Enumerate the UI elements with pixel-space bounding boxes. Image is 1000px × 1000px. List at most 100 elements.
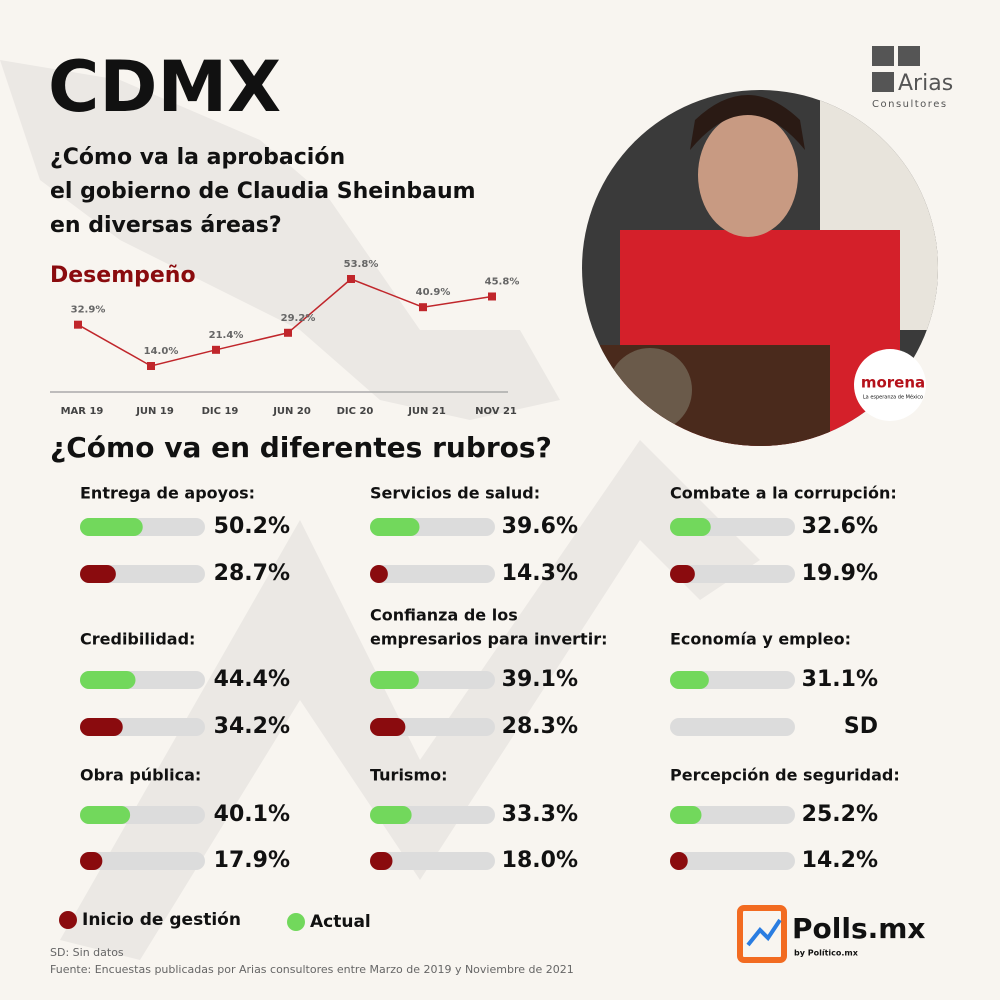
- rubro-title: Credibilidad:: [80, 630, 195, 649]
- party-logo: [854, 349, 926, 421]
- bar: [80, 806, 131, 824]
- logo-icon: [872, 46, 894, 66]
- legend-swatch: [59, 911, 77, 929]
- value-label: 28.3%: [502, 714, 578, 739]
- bar: [670, 852, 688, 870]
- bar: [370, 852, 393, 870]
- party-sub: La esperanza de México: [863, 394, 923, 401]
- bar: [670, 565, 695, 583]
- footer-note: SD: Sin datos: [50, 946, 124, 959]
- bar: [670, 806, 702, 824]
- marker: [419, 303, 427, 312]
- x-tick-label: DIC 20: [337, 406, 374, 417]
- rubro-title: Turismo:: [370, 766, 448, 785]
- value-label: 39.1%: [502, 667, 578, 692]
- logo-icon: [898, 46, 920, 66]
- x-tick-label: JUN 21: [407, 406, 446, 417]
- logo-name: Arias: [898, 71, 953, 96]
- bar: [370, 518, 420, 536]
- marker: [284, 328, 292, 337]
- data-label: 29.2%: [281, 313, 316, 324]
- rubro-title: Entrega de apoyos:: [80, 484, 255, 503]
- marker: [212, 345, 220, 354]
- question-line: en diversas áreas?: [50, 213, 282, 238]
- value-label: 50.2%: [214, 514, 290, 539]
- bar: [370, 671, 419, 689]
- bar-track: [370, 852, 495, 870]
- value-label: 18.0%: [502, 848, 578, 873]
- value-label: 17.9%: [214, 848, 290, 873]
- bar: [670, 518, 711, 536]
- bar: [670, 671, 709, 689]
- logo-icon: [872, 72, 894, 92]
- rubro-title: Percepción de seguridad:: [670, 766, 900, 785]
- value-label: 14.2%: [802, 848, 878, 873]
- logo-sub: Consultores: [872, 99, 948, 110]
- rubro-title: Combate a la corrupción:: [670, 484, 897, 503]
- bar: [80, 718, 123, 736]
- value-label: 28.7%: [214, 561, 290, 586]
- value-label: 19.9%: [802, 561, 878, 586]
- watermark-arrow: [60, 440, 760, 960]
- x-tick-label: NOV 21: [475, 406, 517, 417]
- question-line: el gobierno de Claudia Sheinbaum: [50, 179, 476, 204]
- marker: [347, 275, 355, 283]
- bar: [80, 518, 143, 536]
- legend-swatch: [287, 913, 305, 931]
- x-tick-label: MAR 19: [61, 406, 104, 417]
- brand-icon-line: [746, 918, 782, 947]
- brand-sub: by Político.mx: [794, 949, 859, 958]
- value-label: 34.2%: [214, 714, 290, 739]
- value-label: 40.1%: [214, 802, 290, 827]
- data-label: 45.8%: [485, 276, 520, 287]
- data-label: 40.9%: [416, 287, 451, 298]
- bar: [370, 718, 406, 736]
- bar: [370, 806, 412, 824]
- rubro-title: Economía y empleo:: [670, 630, 851, 649]
- brand: Polls.mx: [792, 912, 926, 945]
- chart-title: Desempeño: [50, 263, 196, 288]
- bar-track: [80, 852, 205, 870]
- data-label: 14.0%: [144, 346, 179, 357]
- bar: [80, 852, 103, 870]
- rubro-title: Servicios de salud:: [370, 484, 540, 503]
- title: CDMX: [48, 46, 281, 128]
- value-label: 44.4%: [214, 667, 290, 692]
- legend-label: Actual: [310, 912, 371, 932]
- x-tick-label: JUN 19: [135, 406, 174, 417]
- data-label: 53.8%: [344, 259, 379, 270]
- value-label: 33.3%: [502, 802, 578, 827]
- value-label: 14.3%: [502, 561, 578, 586]
- x-tick-label: DIC 19: [202, 406, 239, 417]
- marker: [488, 292, 496, 301]
- bar-track: [670, 565, 795, 583]
- data-label: 21.4%: [209, 330, 244, 341]
- value-label: 39.6%: [502, 514, 578, 539]
- party-name: morena: [861, 374, 925, 392]
- bar-track: [670, 718, 795, 736]
- data-label: 32.9%: [71, 305, 106, 316]
- rubro-title: empresarios para invertir:: [370, 630, 607, 649]
- bar: [80, 671, 136, 689]
- question-line: ¿Cómo va la aprobación: [50, 145, 345, 170]
- brand-icon: [737, 905, 787, 963]
- bar-track: [670, 852, 795, 870]
- value-label: SD: [844, 714, 878, 739]
- rubro-title: Obra pública:: [80, 766, 201, 785]
- legend-label: Inicio de gestión: [82, 910, 241, 930]
- rubro-title: Confianza de los: [370, 606, 518, 625]
- bar: [80, 565, 116, 583]
- footer-source: Fuente: Encuestas publicadas por Arias c…: [50, 963, 574, 976]
- value-label: 32.6%: [802, 514, 878, 539]
- value-label: 31.1%: [802, 667, 878, 692]
- marker: [74, 320, 82, 329]
- value-label: 25.2%: [802, 802, 878, 827]
- bar-track: [370, 565, 495, 583]
- bar: [370, 565, 388, 583]
- section-title: ¿Cómo va en diferentes rubros?: [50, 431, 552, 464]
- x-tick-label: JUN 20: [272, 406, 311, 417]
- map-shape: [0, 60, 560, 420]
- marker: [147, 362, 155, 370]
